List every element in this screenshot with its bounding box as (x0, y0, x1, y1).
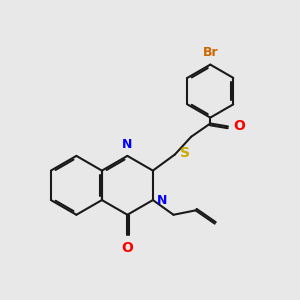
Text: N: N (157, 194, 168, 207)
Text: O: O (122, 241, 133, 255)
Text: O: O (233, 119, 245, 134)
Text: S: S (180, 146, 190, 160)
Text: N: N (122, 139, 133, 152)
Text: Br: Br (202, 46, 218, 59)
